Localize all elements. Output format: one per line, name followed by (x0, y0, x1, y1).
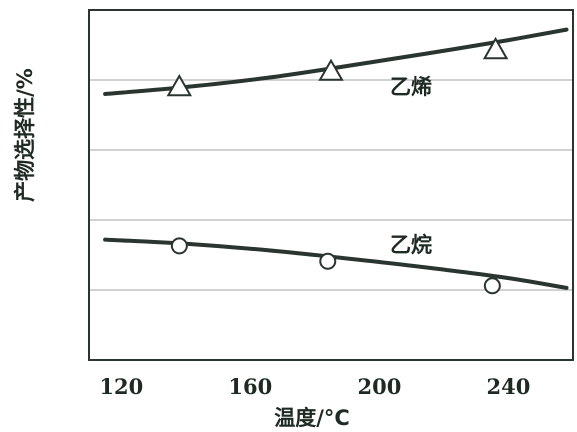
x-tick-label-160: 160 (228, 374, 272, 399)
circle-marker-2 (319, 252, 337, 270)
x-tick-label-120: 120 (99, 374, 143, 399)
x-tick-label-240: 240 (487, 374, 531, 399)
triangle-marker-3 (482, 36, 509, 60)
x-axis-title: 温度/°C (274, 406, 350, 430)
x-tick-labels: 120 160 200 240 (99, 374, 530, 399)
triangle-marker-1 (166, 73, 193, 97)
y-axis-title: 产物选择性/% (13, 68, 37, 202)
circle-marker-1 (170, 237, 188, 255)
series-markers (166, 36, 509, 295)
series-label-ethane: 乙烷 (390, 233, 432, 257)
triangle-marker-2 (318, 58, 344, 81)
series-label-ethylene: 乙烯 (390, 75, 432, 99)
plot-frame (88, 9, 574, 361)
circle-marker-3 (483, 277, 501, 295)
x-tick-label-200: 200 (357, 374, 401, 399)
